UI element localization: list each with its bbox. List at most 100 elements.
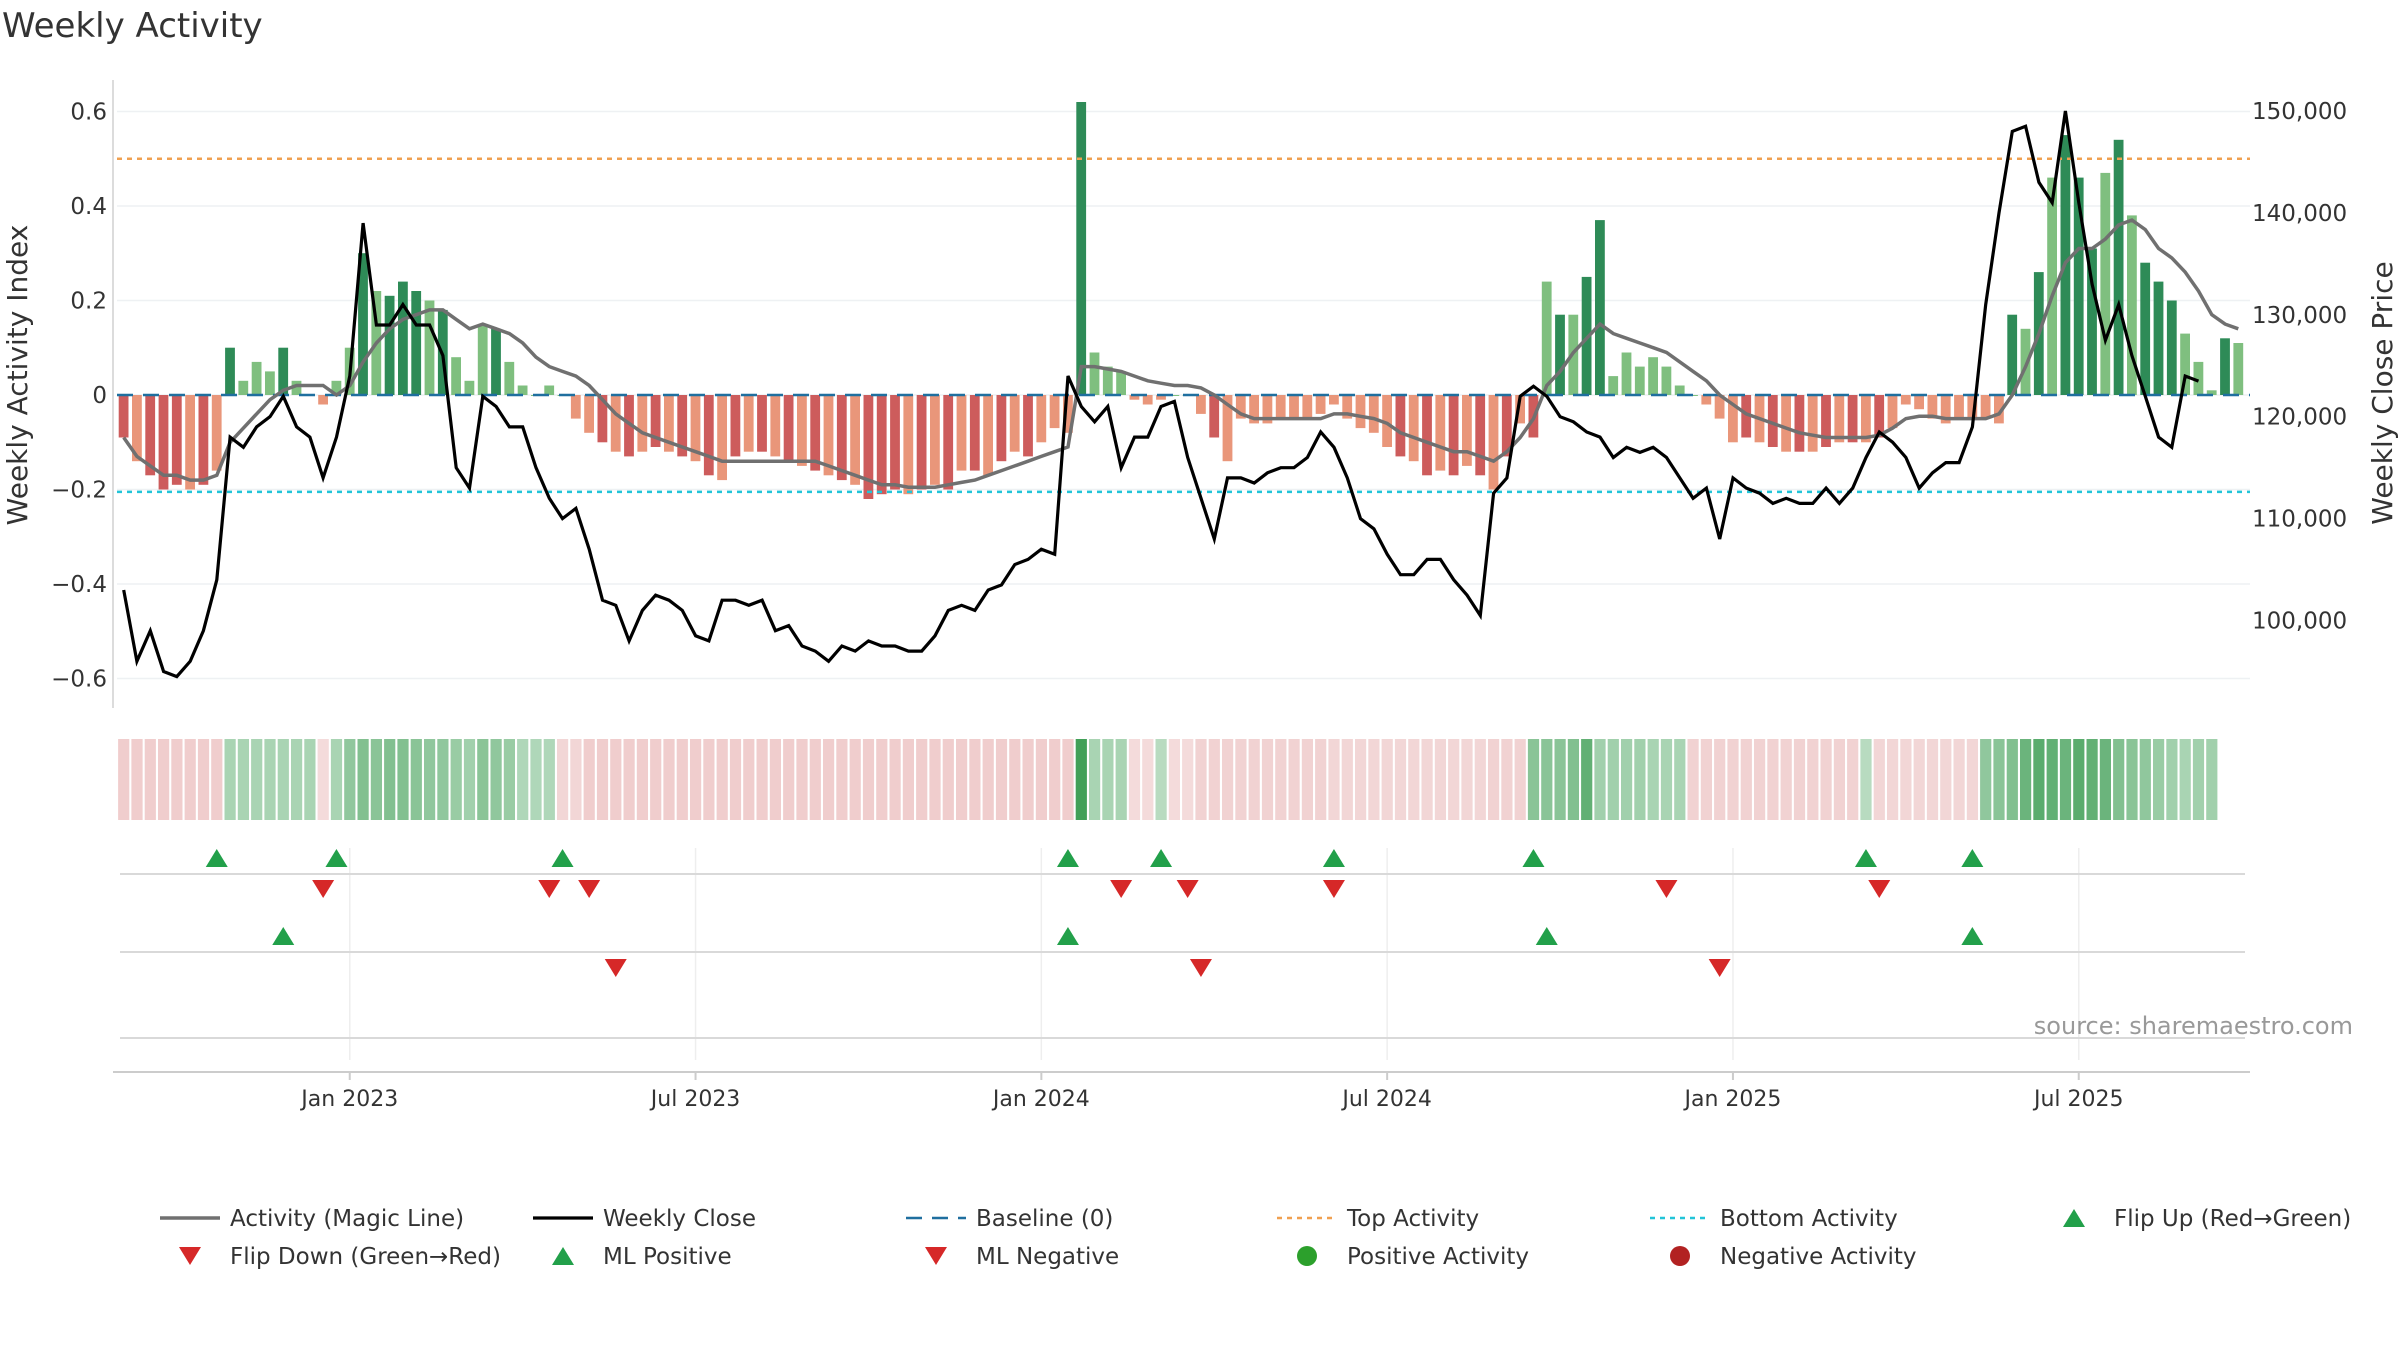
activity-bar: [956, 395, 967, 471]
strip-cell: [1953, 739, 1965, 820]
ml-negative-marker: [604, 959, 627, 977]
strip-cell: [1913, 739, 1925, 820]
activity-bar: [424, 300, 435, 395]
activity-bar: [1089, 352, 1100, 395]
strip-cell: [1009, 739, 1021, 820]
activity-bar: [278, 347, 289, 395]
event-marker-rows: [120, 848, 2245, 1060]
activity-bar: [2233, 343, 2244, 395]
source-note: source: sharemaestro.com: [2034, 1012, 2353, 1040]
flip-up-marker: [1056, 849, 1079, 867]
y-tick-label-right: 110,000: [2252, 507, 2347, 533]
strip-cell: [211, 739, 223, 820]
strip-cell: [2126, 739, 2138, 820]
activity-bar: [983, 395, 993, 476]
strip-cell: [1833, 739, 1845, 820]
activity-bar: [2047, 177, 2057, 395]
activity-bar: [1595, 220, 1605, 395]
activity-bar: [1462, 395, 1472, 466]
activity-bar: [132, 395, 142, 462]
activity-bar: [969, 395, 980, 471]
activity-bar: [318, 395, 328, 405]
strip-cell: [2073, 739, 2085, 820]
strip-cell: [1860, 739, 1872, 820]
strip-cell: [1767, 739, 1779, 820]
activity-bar: [238, 380, 249, 395]
strip-cell: [969, 739, 981, 820]
strip-cell: [823, 739, 835, 820]
strip-cell: [184, 739, 196, 820]
activity-bar: [211, 395, 222, 471]
strip-cell: [1687, 739, 1699, 820]
y-tick-label-right: 100,000: [2252, 609, 2347, 635]
flip-down-marker: [312, 880, 335, 898]
activity-bar: [1142, 395, 1153, 405]
strip-cell: [783, 739, 795, 820]
y-tick-label-right: 130,000: [2252, 303, 2347, 329]
activity-bar: [650, 395, 661, 447]
activity-bar: [943, 395, 954, 490]
y-tick-label-left: 0: [92, 383, 107, 409]
activity-bar: [664, 395, 674, 452]
activity-bar: [384, 295, 395, 395]
strip-cell: [1301, 739, 1313, 820]
strip-cell: [809, 739, 821, 820]
flip-down-marker: [1868, 880, 1891, 898]
strip-cell: [1581, 739, 1593, 820]
strip-cell: [796, 739, 808, 820]
flip-down-marker: [1322, 880, 1345, 898]
flip-up-marker: [1322, 849, 1345, 867]
activity-bar: [477, 324, 488, 395]
y-tick-label-right: 150,000: [2252, 99, 2347, 125]
legend-item-negact: Negative Activity: [1670, 1244, 1917, 1270]
strip-cell: [769, 739, 781, 820]
activity-bar: [2100, 172, 2111, 395]
activity-bar: [251, 361, 262, 395]
strip-cell: [1926, 739, 1939, 820]
y-tick-label-left: 0.4: [70, 194, 107, 220]
strip-cell: [1820, 739, 1832, 820]
strip-cell: [291, 739, 303, 820]
activity-bar: [1395, 395, 1406, 457]
strip-cell: [1115, 739, 1127, 820]
activity-bar: [1422, 395, 1432, 476]
strip-cell: [1142, 739, 1154, 820]
activity-bar: [1807, 395, 1818, 452]
legend-swatch: [1670, 1246, 1690, 1266]
strip-cell: [743, 739, 755, 820]
strip-cell: [1381, 739, 1393, 820]
activity-bar: [810, 395, 821, 471]
strip-cell: [756, 739, 768, 820]
activity-bar: [2007, 314, 2018, 395]
flip-up-marker: [325, 849, 348, 867]
strip-cell: [929, 739, 941, 820]
axes: 0.6 0.4 0.2 0 −0.2 −0.4 −0.6 150,000 140,000 130,…: [51, 80, 2347, 708]
strip-cell: [2139, 739, 2151, 820]
activity-bar: [2193, 361, 2204, 395]
y-tick-label-right: 140,000: [2252, 201, 2347, 227]
activity-bar: [358, 253, 368, 395]
strip-cell: [450, 739, 462, 820]
legend-label: Top Activity: [1346, 1206, 1479, 1232]
strip-cell: [995, 739, 1008, 820]
chart-title: Weekly Activity: [2, 6, 263, 46]
activity-bar: [757, 395, 767, 452]
activity-bar: [171, 395, 182, 485]
activity-bar: [1741, 395, 1752, 438]
strip-cell: [1807, 739, 1819, 820]
activity-bar: [1222, 395, 1233, 462]
strip-cell: [463, 739, 476, 820]
weekly-close-series: [122, 110, 2200, 679]
activity-bar: [1156, 395, 1166, 400]
strip-cell: [2099, 739, 2111, 820]
strip-cell: [623, 739, 635, 820]
activity-bar: [1355, 395, 1366, 429]
activity-bar: [2140, 262, 2151, 395]
strip-cell: [1089, 739, 1101, 820]
legend-swatch: [925, 1247, 947, 1265]
strip-cell: [862, 739, 875, 820]
activity-bar: [1954, 395, 1964, 419]
flip-down-marker: [578, 880, 601, 898]
ml-negative-marker: [1189, 959, 1212, 977]
activity-bar: [597, 395, 608, 443]
